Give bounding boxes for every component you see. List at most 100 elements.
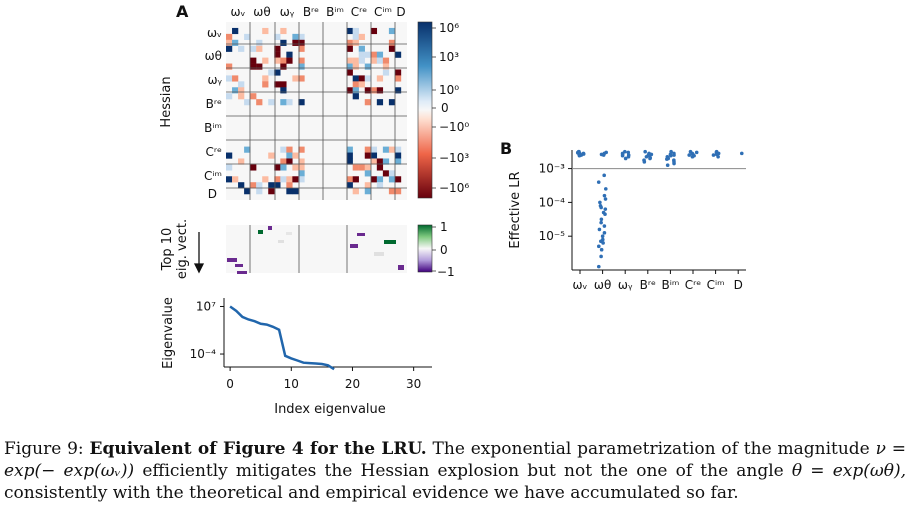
hessian-cell (346, 27, 353, 35)
x-tick-label: D (734, 278, 743, 292)
hessian-cell (352, 57, 359, 64)
lr-point (626, 154, 631, 159)
eigvec-cell (384, 240, 396, 244)
hessian-cell (346, 158, 353, 165)
eigvec-cell (357, 233, 365, 236)
caption-math-1: ν = exp(− exp(ωᵥ)) (4, 439, 907, 481)
hessian-cell (358, 164, 365, 171)
hessian-cell (292, 75, 299, 82)
hessian-cell (382, 170, 390, 177)
hessian-cell (244, 99, 251, 106)
hessian-cell (232, 27, 239, 35)
hessian-cell (370, 27, 378, 35)
hessian-cell (286, 152, 293, 159)
hessian-cell (262, 81, 269, 88)
hessian-row-label: ωᵧ (207, 73, 222, 87)
hessian-cell (268, 188, 275, 195)
hessian-cell (280, 81, 287, 88)
hessian-cell (232, 75, 239, 82)
hessian-cell (346, 176, 353, 183)
hessian-cell (388, 188, 396, 195)
hessian-cell (292, 152, 299, 159)
caption-label: Figure 9: (4, 439, 84, 459)
hessian-colorbar-tick: −10⁰ (439, 120, 469, 134)
hessian-cell (262, 176, 269, 183)
hessian-cell (262, 57, 269, 64)
x-tick-label: ωᵥ (572, 278, 587, 292)
eigvec-ylabel-line1: Top 10 (160, 228, 175, 272)
hessian-cell (388, 99, 396, 106)
hessian-cell (280, 176, 287, 183)
eigvec-cell (237, 271, 247, 274)
lr-point (601, 153, 606, 157)
hessian-cell (244, 146, 251, 153)
hessian-cell (274, 182, 281, 189)
hessian-cell (346, 87, 353, 94)
hessian-cell (346, 39, 353, 46)
hessian-cell (376, 182, 384, 189)
hessian-cell (376, 158, 384, 165)
hessian-row-label: Cʳᵉ (206, 145, 223, 159)
lr-point (643, 149, 647, 154)
hessian-cell (394, 176, 402, 183)
x-tick-label: Bⁱᵐ (661, 278, 679, 292)
hessian-cell (268, 69, 275, 76)
hessian-cell (238, 93, 245, 100)
hessian-cell (364, 182, 371, 189)
hessian-cell (352, 39, 359, 46)
hessian-cell (292, 33, 299, 40)
hessian-cell (388, 27, 396, 35)
hessian-cell (370, 176, 378, 183)
lr-point (600, 234, 605, 238)
eigvec-cell (268, 226, 272, 230)
eigvec-colorbar-tick: 1 (440, 220, 448, 234)
hessian-cell (382, 57, 390, 64)
hessian-cell (250, 63, 257, 70)
lr-point (623, 156, 628, 161)
hessian-cell (352, 33, 359, 40)
lr-point (672, 153, 676, 157)
hessian-cell (364, 63, 371, 70)
hessian-cell (280, 87, 287, 94)
hessian-cell (274, 69, 281, 76)
hessian-cell (298, 75, 305, 82)
hessian-cell (394, 75, 402, 82)
hessian-cell (226, 63, 233, 70)
hessian-cell (292, 164, 299, 171)
hessian-cell (358, 57, 365, 64)
eigvec-cell (398, 265, 404, 270)
hessian-cell (352, 81, 359, 88)
effective-lr-points (575, 149, 744, 269)
x-tick-label: 0 (226, 377, 234, 391)
hessian-colorbar-tick: 10⁶ (439, 21, 459, 35)
effective-lr-ticks: 10⁻³ 10⁻⁴ 10⁻⁵ ωᵥ ωθ ωᵧ Bʳᵉ Bⁱᵐ Cʳᵉ Cⁱᵐ D (539, 162, 743, 292)
y-tick-label: 10⁷ (196, 299, 216, 313)
hessian-cell (352, 27, 359, 35)
hessian-col-label: Cʳᵉ (351, 5, 368, 19)
lr-point (602, 173, 606, 178)
hessian-cell (382, 63, 390, 70)
caption-math-2: θ = exp(ωθ), (791, 461, 906, 481)
hessian-cell (226, 33, 233, 40)
hessian-cell (244, 33, 251, 40)
lr-point (644, 154, 649, 159)
lr-point (599, 205, 603, 210)
hessian-cell (298, 170, 305, 177)
caption-text-3: consistently with the theoretical and em… (4, 483, 739, 503)
hessian-cell (262, 27, 269, 35)
hessian-cell (388, 39, 396, 46)
hessian-cell (346, 45, 353, 52)
hessian-row-label: D (208, 187, 217, 201)
hessian-cell (250, 45, 257, 52)
hessian-cell (286, 99, 293, 106)
eigvec-cell (278, 240, 284, 243)
hessian-cell (274, 45, 281, 52)
effective-lr-ylabel: Effective LR (508, 171, 523, 248)
y-tick-label: 10⁻³ (539, 162, 566, 176)
hessian-colorbar: 10⁶ 10³ 10⁰ 0 −10⁰ −10³ −10⁶ (417, 21, 469, 199)
hessian-col-label: ωᵥ (230, 5, 245, 19)
hessian-cell (370, 87, 378, 94)
hessian-cell (364, 75, 371, 82)
hessian-cell (376, 75, 384, 82)
hessian-cell (274, 33, 281, 40)
